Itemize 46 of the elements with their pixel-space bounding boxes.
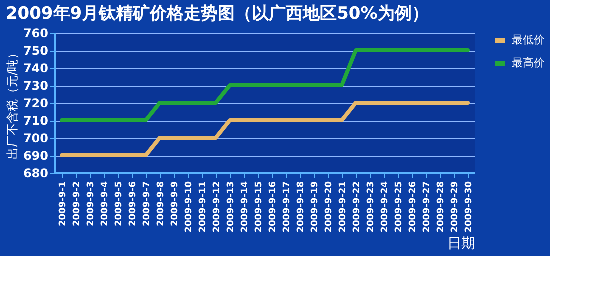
x-tick-label: 2009-9-22 xyxy=(352,182,362,233)
y-tick-label: 730 xyxy=(23,79,48,93)
x-tick-label: 2009-9-29 xyxy=(450,182,460,233)
y-tick-label: 710 xyxy=(23,114,48,128)
y-tick-label: 740 xyxy=(23,62,48,76)
x-tick-label: 2009-9-16 xyxy=(268,182,278,233)
x-tick-label: 2009-9-27 xyxy=(422,182,432,233)
x-tick-label: 2009-9-9 xyxy=(170,182,180,227)
y-tick-label: 760 xyxy=(23,26,48,40)
x-tick-label: 2009-9-25 xyxy=(394,182,404,233)
x-tick-label: 2009-9-8 xyxy=(156,182,166,227)
x-tick-label: 2009-9-2 xyxy=(72,182,82,227)
x-tick-label: 2009-9-24 xyxy=(380,182,390,233)
y-tick-label: 700 xyxy=(23,132,48,146)
y-tick-label: 720 xyxy=(23,96,48,110)
x-tick-label: 2009-9-20 xyxy=(324,182,334,233)
legend-label: 最低价 xyxy=(512,34,545,46)
y-tick-label: 680 xyxy=(23,166,48,180)
x-tick-label: 2009-9-18 xyxy=(296,182,306,233)
x-tick-label: 2009-9-21 xyxy=(338,182,348,233)
x-tick-label: 2009-9-19 xyxy=(310,182,320,233)
x-tick-label: 2009-9-11 xyxy=(198,182,208,233)
x-tick-label: 2009-9-3 xyxy=(86,182,96,227)
x-tick-label: 2009-9-14 xyxy=(240,182,250,233)
line-series xyxy=(60,101,470,158)
x-tick-label: 2009-9-23 xyxy=(366,182,376,233)
x-tick-label: 2009-9-4 xyxy=(100,182,110,227)
x-tick-label: 2009-9-15 xyxy=(254,182,264,233)
y-tick-label: 750 xyxy=(23,44,48,58)
x-tick-label: 2009-9-13 xyxy=(226,182,236,233)
x-tick-label: 2009-9-1 xyxy=(58,182,68,227)
x-tick-label: 2009-9-12 xyxy=(212,182,222,233)
x-tick-label: 2009-9-17 xyxy=(282,182,292,233)
line-series xyxy=(60,48,470,122)
x-tick-label: 2009-9-28 xyxy=(436,182,446,233)
y-axis-title: 出厂不含税（元/吨） xyxy=(5,47,20,160)
chart-title: 2009年9月钛精矿价格走势图（以广西地区50%为例） xyxy=(6,4,429,24)
x-tick-label: 2009-9-5 xyxy=(114,182,124,227)
x-tick-label: 2009-9-6 xyxy=(128,182,138,227)
x-tick-label: 2009-9-7 xyxy=(142,182,152,227)
x-tick-label: 2009-9-26 xyxy=(408,182,418,233)
x-axis-title: 日期 xyxy=(448,236,476,252)
legend-label: 最高价 xyxy=(512,56,545,70)
y-tick-label: 690 xyxy=(23,149,48,163)
x-tick-label: 2009-9-10 xyxy=(184,182,194,233)
x-tick-label: 2009-9-30 xyxy=(464,182,474,233)
